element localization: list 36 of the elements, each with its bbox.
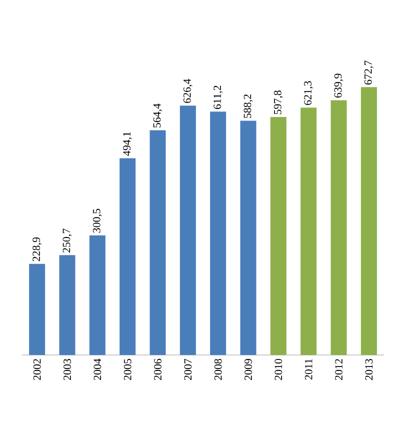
- bar: [59, 255, 76, 355]
- bar: [180, 106, 196, 355]
- bar: [360, 87, 377, 355]
- x-tick-label: 2013: [365, 358, 373, 380]
- bar: [330, 100, 347, 355]
- data-label: 564,4: [153, 104, 162, 128]
- data-label: 611,2: [214, 86, 223, 109]
- x-tick-label: 2011: [304, 359, 312, 380]
- x-tick-label: 2010: [274, 358, 282, 380]
- bar: [120, 158, 136, 355]
- x-tick-label: 2004: [94, 358, 102, 380]
- x-tick-label: 2012: [335, 359, 342, 380]
- bar: [150, 130, 166, 355]
- data-label: 250,7: [62, 228, 72, 252]
- data-label: 621,3: [304, 81, 314, 105]
- x-tick-label: 2009: [244, 358, 252, 380]
- data-label: 494,1: [123, 132, 132, 156]
- x-tick-label: 2007: [184, 358, 192, 380]
- bar: [270, 116, 286, 355]
- data-label: 228,9: [32, 237, 42, 262]
- x-tick-label: 2003: [64, 358, 71, 380]
- data-label: 597,8: [274, 90, 283, 114]
- x-tick-label: 2008: [214, 358, 222, 380]
- bar: [240, 120, 256, 355]
- data-label: 639,9: [334, 74, 344, 98]
- data-label: 300,5: [92, 208, 102, 233]
- data-label: 626,4: [183, 78, 192, 103]
- bar: [300, 108, 317, 355]
- bar: [29, 264, 46, 355]
- bar: [210, 112, 226, 355]
- x-tick-label: 2005: [124, 358, 132, 380]
- x-tick-label: 2002: [33, 359, 41, 380]
- data-label: 588,2: [244, 94, 253, 118]
- x-tick-label: 2006: [154, 358, 162, 380]
- bar: [89, 235, 106, 355]
- data-label: 672,7: [364, 60, 374, 84]
